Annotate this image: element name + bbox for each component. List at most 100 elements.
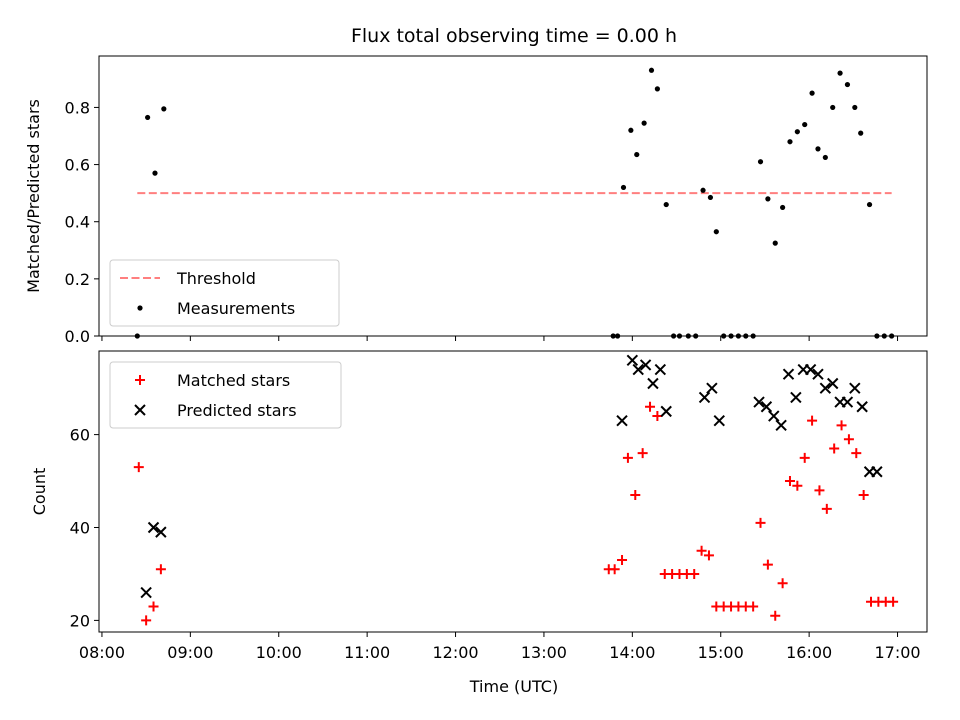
legend-label: Matched stars: [177, 371, 290, 390]
matched-stars-point: [888, 596, 899, 607]
predicted-stars-point: [790, 391, 802, 404]
legend-matched-swatch: [135, 375, 145, 385]
measurement-point: [815, 146, 821, 152]
predicted-stars-point: [147, 521, 160, 534]
measurement-point: [830, 104, 836, 111]
matched-stars-point: [696, 545, 707, 556]
matched-stars-point: [851, 448, 862, 459]
predicted-stars-point: [871, 466, 883, 478]
x-tick-label: 13:00: [521, 643, 567, 662]
measurement-point: [693, 333, 699, 339]
matched-stars-point: [829, 443, 840, 454]
y-tick-label: 0.0: [65, 327, 90, 346]
y-tick-label: 0.6: [65, 156, 90, 175]
y-tick-label: 0.4: [65, 213, 90, 232]
matched-stars-point: [755, 517, 766, 528]
measurement-point: [881, 333, 887, 339]
matched-stars-point: [807, 415, 818, 426]
x-tick-label: 17:00: [874, 643, 920, 662]
predicted-stars-point: [713, 414, 725, 427]
measurement-point: [787, 139, 793, 145]
plot-area-frame: [98, 350, 928, 633]
predicted-stars-point: [768, 410, 780, 422]
predicted-stars-point: [753, 396, 765, 408]
measurement-point: [750, 333, 756, 339]
measurement-point: [145, 114, 151, 121]
x-tick-label: 12:00: [432, 643, 478, 662]
matched-stars-point: [637, 448, 648, 459]
matched-stars-point: [836, 420, 847, 431]
y-tick-label: 0.8: [65, 98, 90, 117]
matched-stars-point: [777, 578, 788, 589]
measurement-point: [152, 170, 158, 176]
predicted-stars-point: [841, 396, 854, 408]
matched-stars-point: [762, 559, 773, 570]
matched-stars-point: [645, 401, 656, 412]
x-tick-label: 08:00: [79, 643, 125, 662]
measurement-point: [663, 201, 669, 208]
predicted-stars-point: [639, 359, 652, 371]
predicted-stars-point: [812, 368, 824, 380]
legend-frame: [109, 361, 342, 429]
measurement-point: [134, 333, 140, 339]
x-tick-label: 09:00: [167, 643, 213, 662]
measurement-point: [757, 159, 764, 165]
matched-stars-point: [133, 462, 144, 473]
x-tick-label: 14:00: [609, 643, 655, 662]
measurement-point: [628, 127, 634, 133]
measurement-point: [780, 204, 786, 211]
x-tick-label: 10:00: [256, 643, 302, 662]
matched-stars-point: [609, 564, 620, 575]
matched-stars-point: [784, 476, 795, 487]
x-tick-label: 15:00: [698, 643, 744, 662]
ratio-panel: 0.0 0.2 0.4 0.6 0.8 Matched/Predicted stars Th…: [24, 55, 928, 346]
x-axis-title: Time (UTC): [469, 677, 558, 696]
matched-stars-point: [843, 434, 854, 445]
matched-stars-point: [630, 489, 641, 500]
predicted-stars-point: [775, 419, 787, 432]
figure-title: Flux total observing time = 0.00 h: [351, 25, 677, 47]
predicted-stars-point: [647, 377, 659, 390]
predicted-stars-point: [660, 405, 672, 418]
measurement-point: [809, 90, 815, 96]
measurement-point: [610, 333, 616, 339]
measurement-point: [707, 194, 714, 201]
predicted-stars-point: [827, 377, 839, 390]
legend-measurement-swatch: [137, 305, 143, 311]
predicted-stars-point: [706, 382, 718, 394]
measurement-point: [858, 130, 864, 136]
x-tick-label: 16:00: [786, 643, 832, 662]
measurement-point: [700, 187, 706, 193]
measurement-point: [743, 333, 749, 339]
matched-stars-point: [617, 555, 628, 566]
predicted-stars-point: [140, 586, 152, 599]
measurement-point: [161, 106, 167, 112]
matched-stars-point: [770, 610, 781, 621]
measurement-point: [634, 151, 640, 158]
measurement-point: [728, 333, 734, 339]
predicted-stars-point: [804, 363, 817, 376]
measurement-point: [874, 333, 880, 339]
measurement-point: [685, 333, 691, 339]
predicted-stars-point: [849, 382, 861, 394]
y-axis-title: Matched/Predicted stars: [24, 99, 43, 293]
predicted-stars-point: [632, 363, 644, 376]
measurement-point: [772, 240, 778, 246]
matched-stars-point: [652, 411, 663, 422]
measurement-point: [713, 229, 719, 235]
legend-label: Threshold: [176, 269, 256, 288]
measurement-point: [721, 333, 727, 339]
measurement-point: [620, 184, 627, 191]
legend-frame: [109, 259, 340, 327]
predicted-stars-point: [782, 368, 795, 380]
y-axis-title: Count: [30, 468, 49, 516]
measurement-point: [802, 121, 808, 128]
legend-label: Predicted stars: [177, 401, 297, 420]
measurement-point: [670, 333, 677, 339]
measurement-point: [852, 104, 858, 111]
y-tick-label: 40: [70, 518, 90, 537]
predicted-stars-point: [155, 526, 167, 538]
predicted-stars-point: [654, 363, 667, 376]
